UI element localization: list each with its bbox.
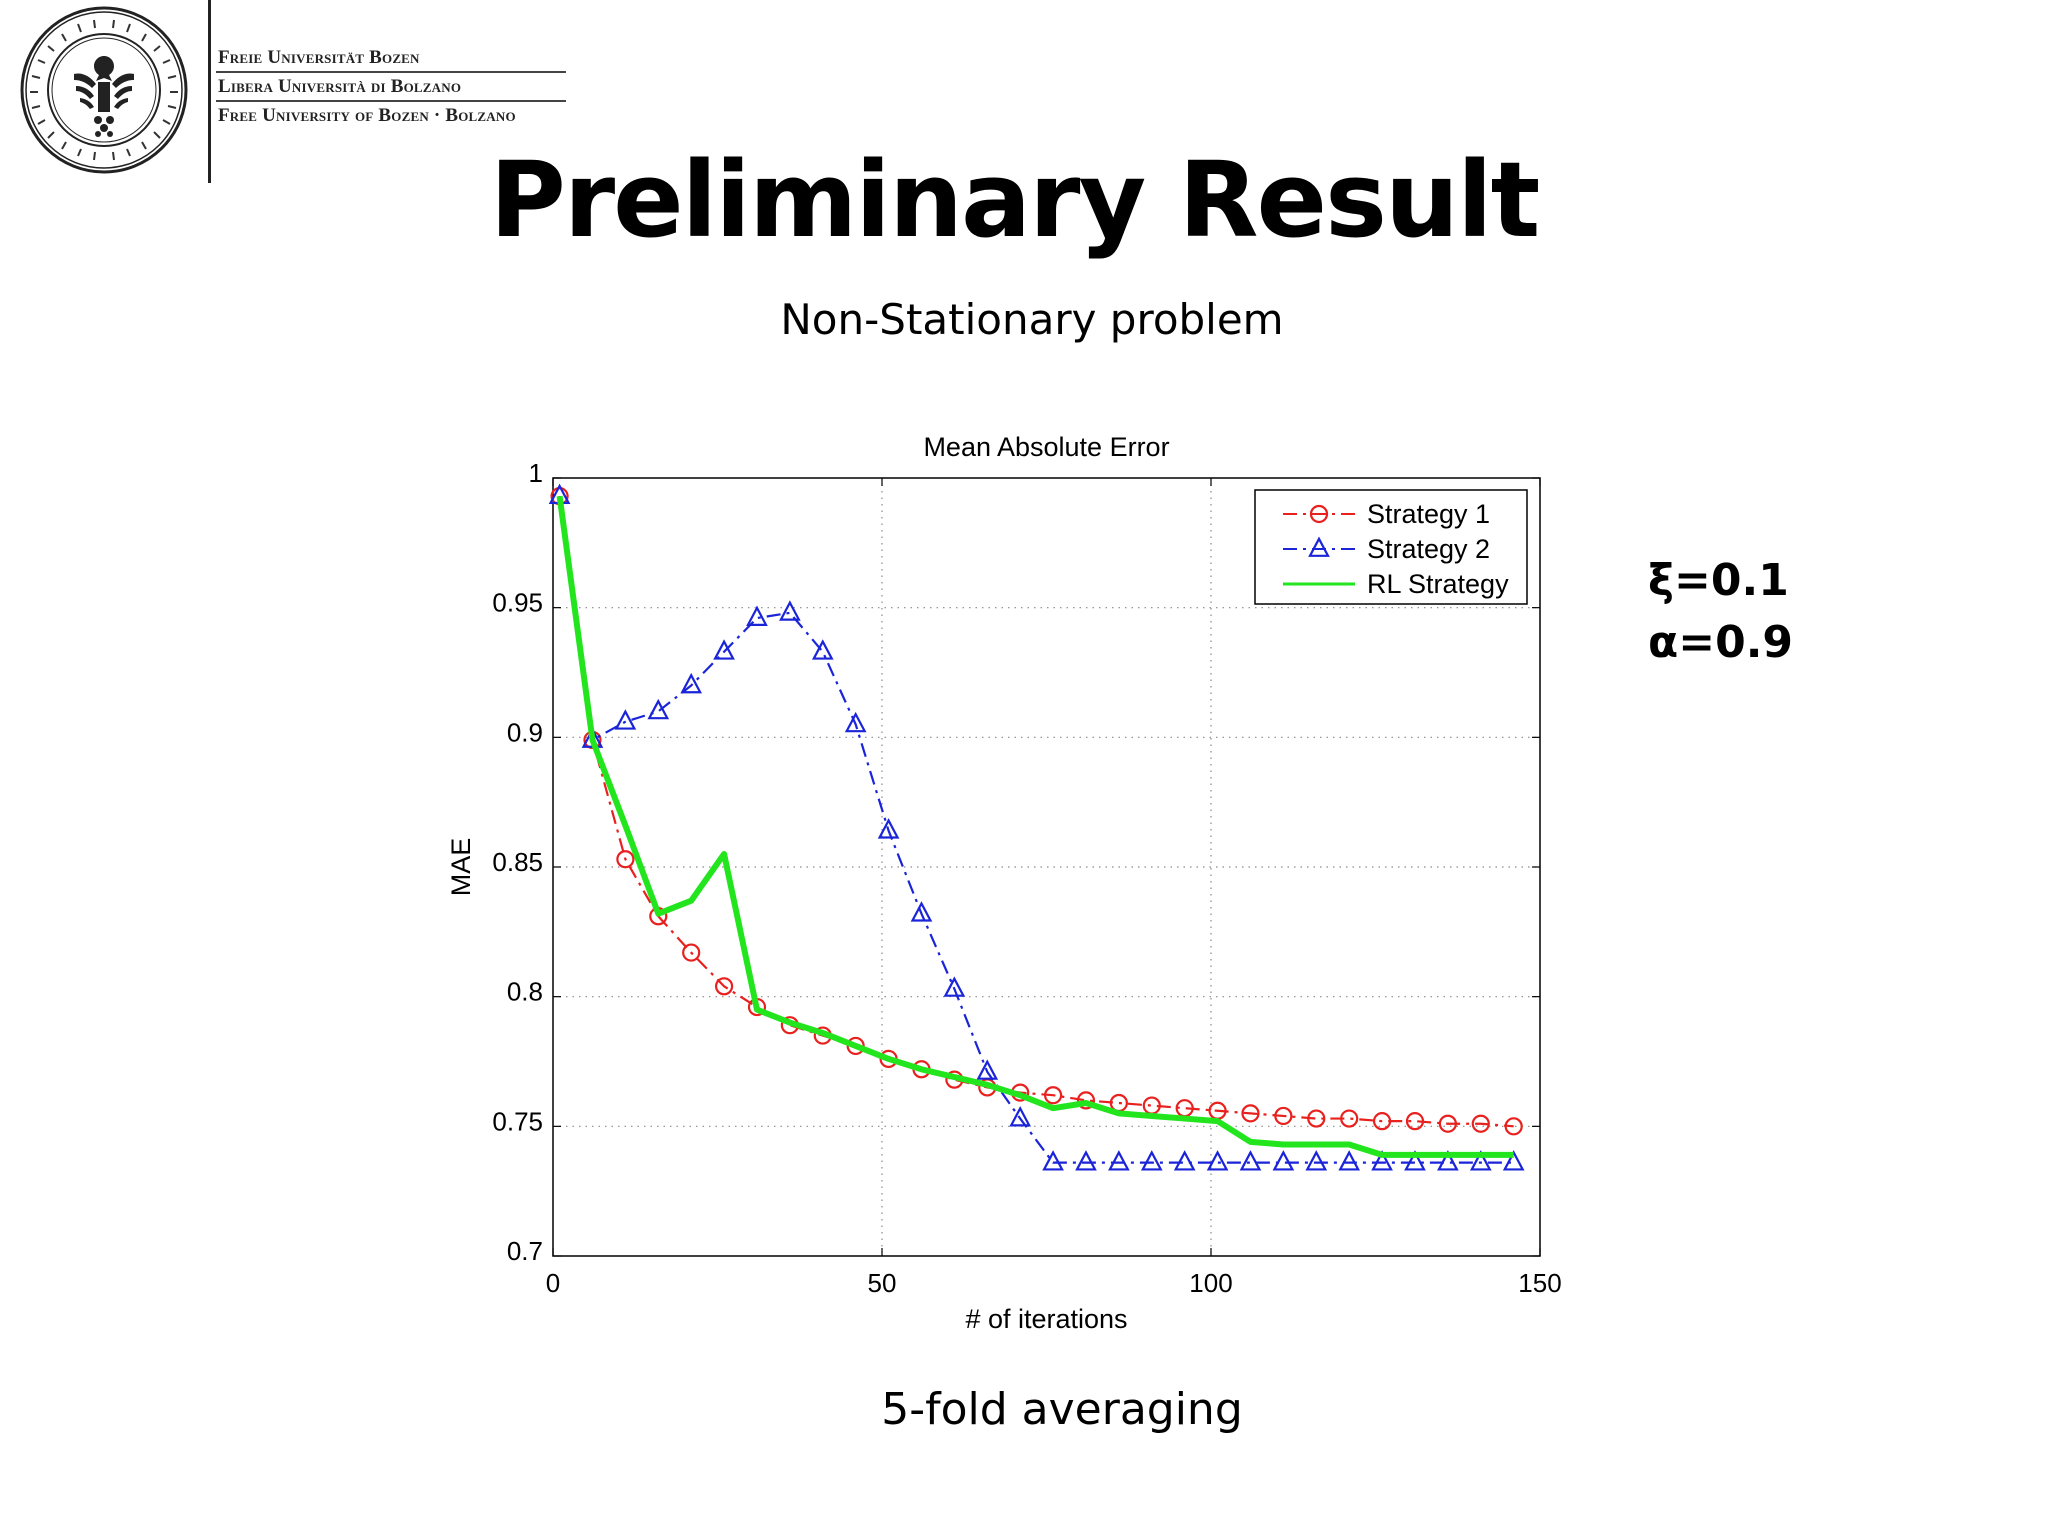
- university-name-english: Free University of Bozen · Bolzano: [218, 105, 516, 126]
- x-tick-label: 150: [1518, 1268, 1561, 1298]
- data-point: [1272, 1150, 1295, 1171]
- data-point: [713, 639, 735, 660]
- y-tick-label: 0.9: [507, 717, 543, 747]
- slide-footnote: 5-fold averaging: [881, 1384, 1243, 1435]
- data-point: [779, 600, 801, 621]
- data-point: [682, 943, 701, 962]
- data-point: [1372, 1112, 1392, 1131]
- logo-divider: [208, 0, 211, 183]
- data-point: [680, 672, 703, 694]
- data-point: [614, 709, 637, 730]
- data-point: [1140, 1150, 1163, 1171]
- y-tick-label: 0.85: [492, 847, 543, 877]
- data-point: [1371, 1150, 1393, 1171]
- data-point: [976, 1059, 999, 1080]
- data-point: [714, 977, 734, 996]
- data-point: [1108, 1150, 1130, 1171]
- series-line: [556, 495, 1514, 1158]
- parameter-list: ξ=0.1 α=0.9: [1648, 550, 1793, 674]
- legend-marker: [1309, 504, 1329, 524]
- param-xi: ξ=0.1: [1648, 555, 1789, 606]
- page-title: Preliminary Result: [489, 139, 1541, 261]
- y-axis-label: MAE: [446, 838, 476, 897]
- data-point: [1009, 1106, 1032, 1127]
- legend-marker: [1308, 536, 1330, 557]
- y-tick-label: 0.8: [507, 977, 543, 1007]
- university-name-italian: Libera Università di Bolzano: [216, 73, 566, 102]
- data-point: [910, 901, 933, 922]
- data-point: [943, 976, 966, 997]
- university-name-lines: Freie Universität Bozen Libera Universit…: [216, 44, 566, 129]
- data-point: [1338, 1150, 1361, 1171]
- y-tick-label: 0.7: [507, 1236, 543, 1266]
- data-point: [1206, 1150, 1229, 1171]
- data-point: [1043, 1086, 1063, 1105]
- data-point: [1042, 1150, 1064, 1171]
- data-point: [1307, 1109, 1326, 1128]
- data-point: [1471, 1114, 1490, 1133]
- data-point: [1274, 1106, 1293, 1126]
- data-point: [1076, 1091, 1096, 1110]
- y-tick-label: 1: [529, 458, 543, 488]
- data-point: [1405, 1112, 1425, 1131]
- series-rl-strategy: [556, 495, 1514, 1158]
- data-point: [1239, 1150, 1262, 1171]
- x-tick-label: 0: [546, 1268, 560, 1298]
- data-point: [1504, 1117, 1523, 1136]
- university-name-german: Freie Universität Bozen: [216, 44, 566, 73]
- data-point: [1305, 1150, 1328, 1171]
- data-point: [1437, 1150, 1459, 1171]
- data-point: [1404, 1150, 1426, 1171]
- data-point: [1340, 1109, 1359, 1128]
- y-tick-label: 0.95: [492, 588, 543, 618]
- x-tick-label: 100: [1189, 1268, 1232, 1298]
- slide-subtitle: Non-Stationary problem: [780, 295, 1284, 344]
- data-point: [1469, 1150, 1492, 1171]
- data-point: [1438, 1114, 1457, 1133]
- data-point: [746, 605, 768, 626]
- university-seal-icon: [20, 6, 188, 174]
- university-logo-block: Freie Universität Bozen Libera Universit…: [10, 0, 570, 190]
- legend-label: Strategy 2: [1367, 534, 1490, 564]
- data-point: [844, 711, 867, 733]
- param-alpha: α=0.9: [1648, 617, 1794, 668]
- data-point: [877, 818, 900, 839]
- data-point: [1173, 1150, 1196, 1171]
- data-point: [647, 698, 670, 720]
- y-tick-label: 0.75: [492, 1106, 543, 1136]
- data-point: [811, 639, 834, 660]
- chart-legend: Strategy 1 Strategy 2 RL Strategy: [1254, 489, 1528, 605]
- x-axis-label: # of iterations: [965, 1304, 1127, 1334]
- legend-label: RL Strategy: [1367, 569, 1509, 599]
- x-tick-label: 50: [868, 1268, 897, 1298]
- data-point: [616, 850, 635, 869]
- data-point: [1241, 1104, 1260, 1123]
- data-point: [1502, 1150, 1525, 1171]
- chart-title: Mean Absolute Error: [923, 432, 1169, 462]
- data-point: [1075, 1150, 1097, 1171]
- axis-ticks: [552, 477, 1541, 1257]
- legend-label: Strategy 1: [1367, 499, 1490, 529]
